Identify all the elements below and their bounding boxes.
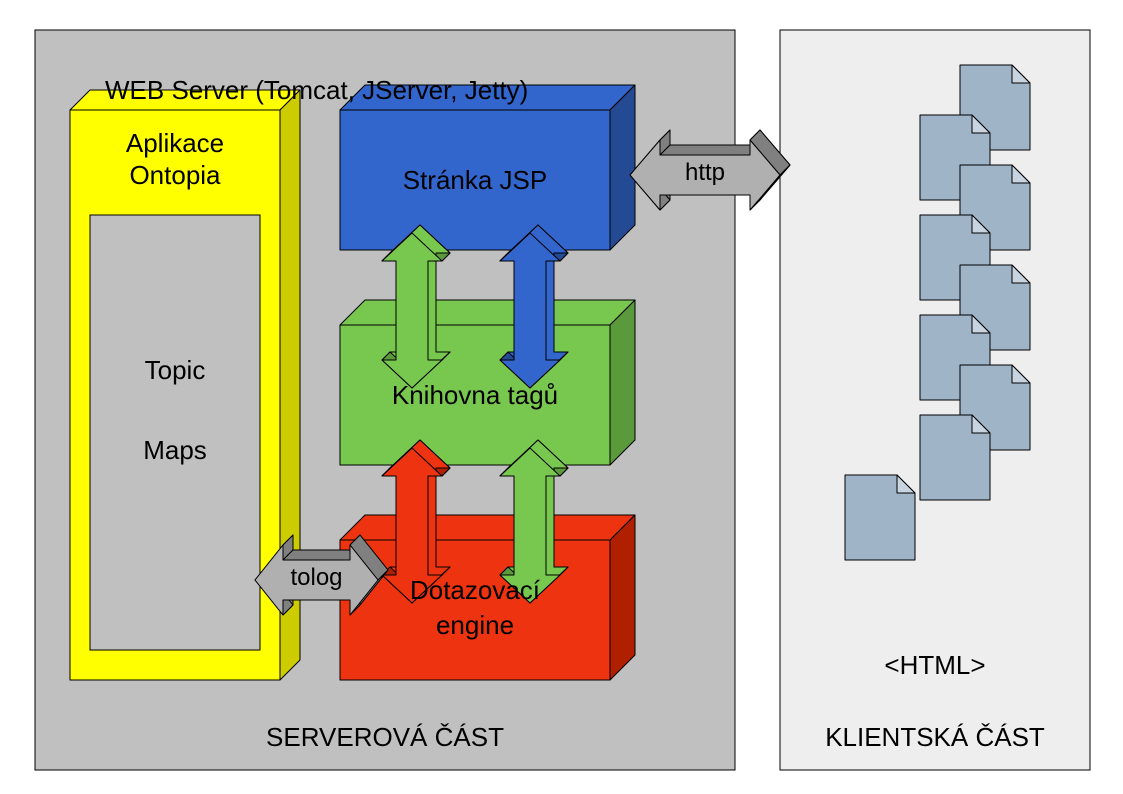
ontopia-label-1: Aplikace [70,128,280,159]
client-footer: KLIENTSKÁ ČÁST [780,722,1090,753]
query-label-1: Dotazovací [340,575,610,606]
query-label-2: engine [340,610,610,641]
topicmaps-label-2: Maps [90,435,260,466]
tolog-arrow-label: tolog [255,564,378,592]
http-arrow-label: http [630,159,780,187]
client-html-label: <HTML> [780,650,1090,681]
jsp-label: Stránka JSP [340,165,610,196]
topicmaps-label-1: Topic [90,355,260,386]
server-footer: SERVEROVÁ ČÁST [35,722,735,753]
tags-label: Knihovna tagů [340,380,610,411]
server-title: WEB Server (Tomcat, JServer, Jetty) [105,75,528,106]
ontopia-label-2: Ontopia [70,160,280,191]
